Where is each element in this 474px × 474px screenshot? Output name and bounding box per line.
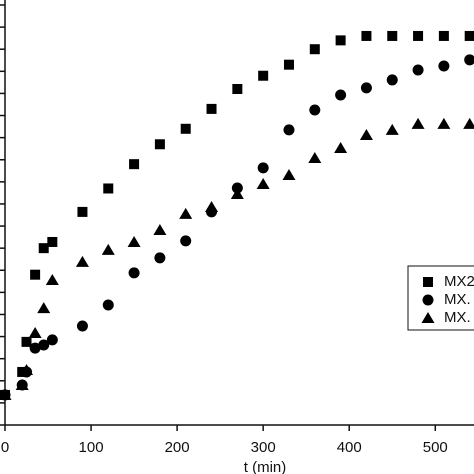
data-point [154, 252, 166, 264]
legend-marker [422, 294, 434, 306]
data-point [230, 188, 244, 199]
data-point [463, 117, 474, 129]
legend-label: MX. [444, 291, 471, 308]
data-point [21, 336, 32, 347]
data-point [180, 123, 191, 134]
data-point [129, 159, 140, 170]
data-point [438, 30, 449, 41]
data-point [154, 139, 165, 150]
legend-box [407, 265, 474, 331]
data-point [102, 299, 114, 311]
data-point [153, 224, 167, 236]
data-point [309, 104, 321, 116]
data-point [335, 35, 346, 46]
x-tick-label: 0 [1, 439, 9, 456]
data-point [205, 201, 219, 213]
data-point [360, 82, 372, 94]
data-point [359, 128, 373, 140]
data-point [128, 267, 140, 279]
data-point [309, 44, 320, 55]
data-point [101, 243, 115, 255]
data-point [30, 269, 41, 280]
data-point [45, 273, 59, 285]
data-point [179, 207, 193, 219]
data-point [437, 117, 451, 129]
data-point [0, 388, 12, 400]
legend-label: MX2 [444, 273, 474, 290]
data-point [308, 151, 322, 163]
data-point [28, 327, 42, 339]
x-tick-label: 500 [423, 439, 448, 456]
data-point [413, 30, 424, 41]
data-point [464, 54, 474, 66]
data-point [283, 59, 294, 70]
x-tick-label: 200 [165, 439, 190, 456]
data-point [46, 334, 58, 346]
data-point [412, 64, 424, 76]
data-point [257, 162, 269, 174]
data-point [180, 235, 192, 247]
data-point [75, 255, 89, 267]
data-point [76, 320, 88, 332]
data-point [438, 60, 450, 72]
data-point [127, 235, 141, 247]
data-point [464, 30, 474, 41]
data-point [387, 30, 398, 41]
data-point [258, 70, 269, 81]
legend-label: MX. [444, 309, 471, 326]
data-point [361, 30, 372, 41]
x-tick-label: 400 [337, 439, 362, 456]
data-point [232, 84, 243, 94]
legend-marker [423, 277, 433, 287]
data-point [283, 124, 295, 136]
data-point [334, 142, 348, 154]
legend-marker [421, 312, 435, 323]
data-point [385, 123, 399, 135]
x-axis-title: t (min) [244, 459, 287, 474]
data-point [38, 339, 50, 351]
data-point [335, 89, 347, 101]
data-point [77, 206, 88, 217]
data-point [282, 168, 296, 180]
data-point [411, 117, 425, 129]
data-point [386, 74, 398, 86]
data-point [38, 243, 49, 254]
x-tick-label: 100 [79, 439, 104, 456]
data-point [37, 302, 51, 314]
data-point [206, 103, 217, 114]
data-point [15, 378, 29, 390]
data-point [47, 236, 58, 247]
x-tick-label: 300 [251, 439, 276, 456]
data-point [20, 363, 34, 375]
data-point [256, 178, 270, 190]
data-point [29, 342, 41, 354]
data-point [103, 183, 114, 194]
